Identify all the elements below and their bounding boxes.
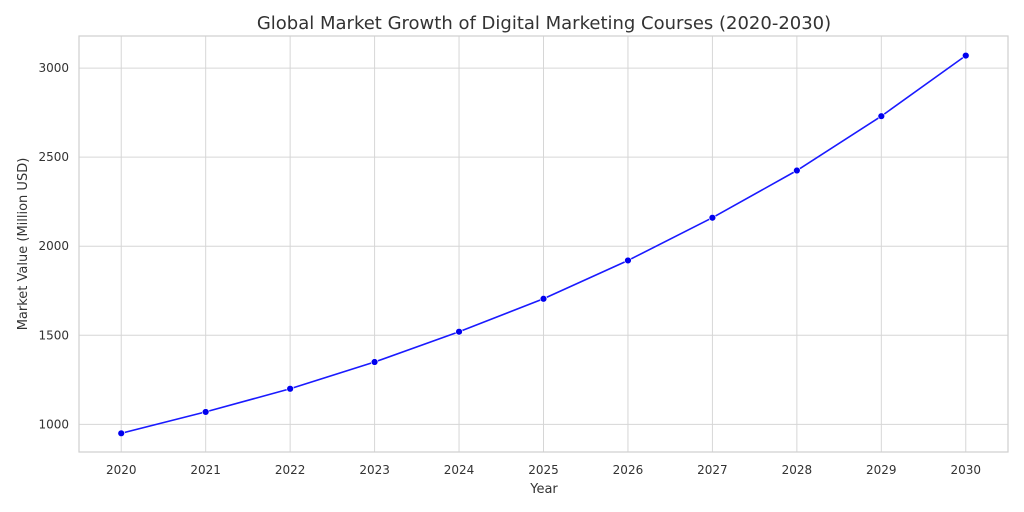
data-point [286,385,294,393]
x-tick-label: 2022 [275,463,306,477]
data-point [455,328,463,336]
x-tick-label: 2028 [782,463,813,477]
data-point [201,408,210,416]
x-tick-label: 2030 [950,463,981,477]
data-point [117,429,125,437]
x-axis-ticks: 2020 2021 2022 2023 2024 2025 2026 2027 2028 2029… [106,463,981,477]
data-point [624,256,632,265]
data-point [793,166,801,175]
y-axis-label: Market Value (Million USD) [16,158,31,331]
y-tick-label: 2000 [38,239,69,253]
data-point [708,214,717,222]
y-axis-ticks: 1000 1500 2000 2500 3000 [38,61,69,431]
chart-title: Global Market Growth of Digital Marketin… [257,13,831,34]
x-tick-label: 2026 [613,463,644,477]
y-tick-label: 2500 [38,150,69,164]
plot-frame [78,35,1009,453]
data-point [962,51,970,60]
data-point [370,358,379,366]
x-tick-label: 2020 [106,463,137,477]
grid-layer [79,36,1008,452]
x-tick-label: 2021 [190,463,221,477]
x-tick-label: 2027 [697,463,728,477]
x-tick-label: 2023 [359,463,390,477]
y-tick-label: 3000 [38,61,69,75]
x-tick-label: 2025 [528,463,559,477]
y-tick-label: 1000 [38,417,69,431]
x-tick-label: 2029 [866,463,897,477]
data-point [539,295,548,303]
data-point [877,112,886,120]
x-tick-label: 2024 [444,463,475,477]
y-tick-label: 1500 [38,328,69,342]
x-axis-label: Year [529,482,558,497]
series-layer [117,51,970,437]
